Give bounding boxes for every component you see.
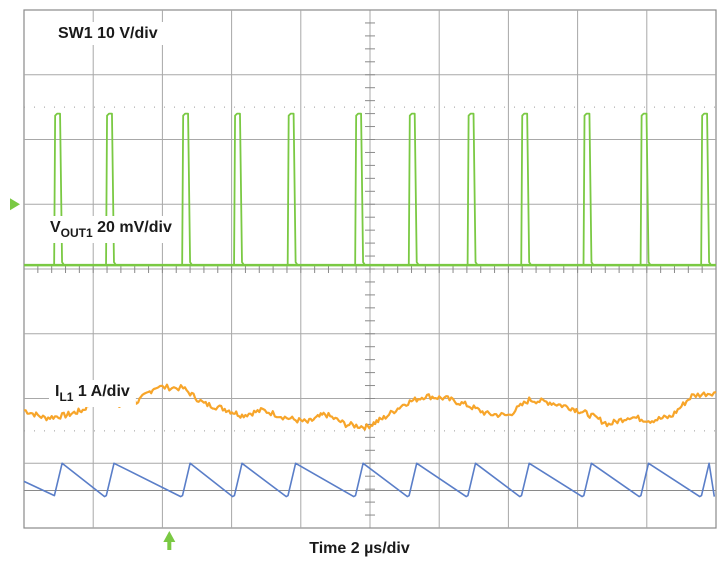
graticule-grid	[23, 9, 717, 529]
label-il1: IL1 1 A/div	[49, 380, 136, 407]
x-axis-label: Time 2 µs/div	[309, 540, 410, 557]
label-text-vout1: VOUT1 20 mV/div	[50, 219, 172, 240]
trigger-arrow-stem	[167, 541, 172, 550]
label-text-sw1: SW1 10 V/div	[58, 25, 158, 42]
channel-labels: SW1 10 V/div VOUT1 20 mV/div IL1 1 A/div	[44, 22, 178, 407]
trigger-arrow-icon	[163, 531, 176, 542]
marker-layer	[10, 198, 176, 550]
trace-il1	[23, 462, 716, 498]
label-sw1: SW1 10 V/div	[52, 22, 164, 45]
label-vout1: VOUT1 20 mV/div	[44, 216, 178, 243]
label-background	[49, 380, 136, 407]
label-background	[44, 216, 178, 243]
label-text-il1: IL1 1 A/div	[55, 383, 130, 404]
channel-marker-sw1	[10, 198, 20, 211]
label-background	[52, 22, 164, 45]
trace-layer	[23, 112, 717, 498]
